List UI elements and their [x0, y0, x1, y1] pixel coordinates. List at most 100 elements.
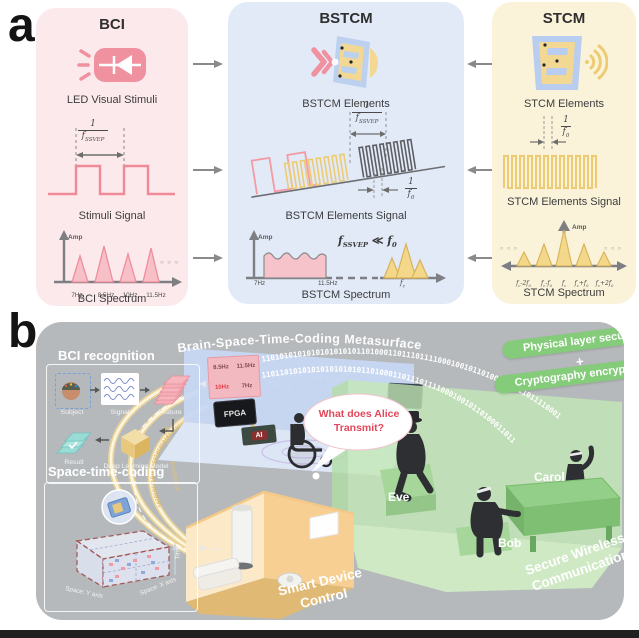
stimuli-screen: 8.5Hz 11.5Hz 10Hz 7Hz: [206, 354, 262, 400]
panel-a-letter: a: [8, 0, 35, 52]
bstcm-period-bottom-fraction: 1 f0: [396, 178, 426, 201]
stcm-signal-label: STCM Elements Signal: [507, 196, 621, 208]
arrow-right-icon: [90, 387, 100, 393]
freq-option: 8.5Hz: [213, 364, 229, 372]
sofa-icon: [192, 557, 243, 591]
bottom-border-bar: [0, 630, 639, 638]
eve-label: Eve: [388, 490, 410, 504]
axis-time-label: Time: [174, 545, 182, 560]
led-label: LED Visual Stimuli: [66, 94, 158, 106]
bstcm-amp-label: Amp: [258, 234, 273, 241]
flow-arrow-right: [193, 60, 223, 68]
metasurface-chip-icon: [101, 489, 137, 525]
space-time-coding-box: Space: Y axis Space: X axis Time: [44, 482, 198, 612]
bstcm-signal-label: BSTCM Elements Signal: [285, 210, 407, 222]
stimulus-arrow-icon: [311, 47, 327, 77]
deep-learning-model-icon: [121, 429, 149, 459]
feature-icon: [153, 375, 190, 405]
stcm-spectrum-label: STCM Spectrum: [523, 287, 605, 299]
flow-arrow-right: [193, 254, 223, 262]
diode-icon: [116, 55, 132, 75]
stcm-amp-label: Amp: [572, 224, 587, 231]
space-time-coding-title: Space-time-coding: [48, 464, 165, 479]
stcm-column: STCM STCM Elements 1: [492, 2, 636, 304]
stcm-elements-label: STCM Elements: [523, 98, 605, 110]
smart-room: [185, 490, 355, 619]
stcm-element-icon: [532, 36, 608, 90]
bci-spectrum-plot: [54, 230, 182, 287]
speech-bubble-text: What does Alice Transmit?: [318, 408, 400, 434]
stcm-spectrum-ticks: fc-2f0 fc-f0 fc fc+f0 fc+2f0: [516, 280, 614, 289]
bob-label: Bob: [498, 536, 522, 550]
eve-figure: [380, 411, 436, 516]
wheelchair-icon: [287, 413, 333, 469]
bci-period-fraction: 1 fSSVEP: [70, 120, 116, 143]
ellipsis-dots-icon: ○ ○ ○: [500, 246, 519, 252]
air-purifier-icon: [231, 507, 253, 567]
signal-card: [101, 373, 139, 405]
stcm-signal-plot: [503, 116, 597, 189]
bstcm-element-icon: [311, 36, 379, 88]
bci-spectrum-ticks: 7Hz 8.5Hz 10Hz 11.5Hz: [71, 292, 166, 299]
metasurface-arc-title: Brain-Space-Time-Coding Metasurface: [176, 332, 422, 356]
bstcm-spectrum-plot: [246, 230, 446, 283]
bstcm-tick-115hz: 11.5Hz: [318, 280, 338, 287]
table-icon: [505, 477, 622, 552]
ellipsis-dots-icon: ○ ○ ○: [604, 246, 623, 252]
freq-option: 7Hz: [241, 383, 253, 390]
ai-chip-label: AI: [251, 429, 267, 441]
fpga-chip: FPGA: [212, 398, 258, 428]
svg-text:Brain-Space-Time-Coding Metasu: Brain-Space-Time-Coding Metasurface: [176, 332, 422, 356]
stimuli-signal-label: Stimuli Signal: [78, 210, 146, 222]
stcm-period-fraction: 1 f0: [561, 115, 571, 139]
subject-icon: [62, 382, 80, 400]
freq-option: 11.5Hz: [236, 362, 256, 370]
stcm-spectrum-plot: [501, 220, 627, 271]
bci-recognition-box: Subject Signal: [46, 364, 200, 484]
carol-label: Carol: [534, 470, 565, 484]
ai-metasurface-board: AI: [241, 424, 277, 446]
result-label: Result: [64, 459, 84, 466]
speech-bubble: [303, 393, 413, 480]
bstcm-elements-label: BSTCM Elements: [302, 98, 390, 110]
bstcm-tick-7hz: 7Hz: [254, 280, 266, 287]
result-icon: [56, 432, 92, 454]
bstcm-title: BSTCM: [319, 10, 373, 27]
ellipsis-dots-icon: ○ ○ ○: [160, 260, 180, 266]
freq-option-active: 10Hz: [214, 384, 230, 392]
space-time-cube-icon: [75, 530, 178, 589]
arrow-right-icon: [140, 387, 150, 393]
led-icon: [77, 48, 146, 82]
bci-title: BCI: [99, 16, 125, 33]
signal-label: Signal: [110, 409, 130, 416]
bob-figure: [456, 486, 521, 558]
arrow-elbow-icon: [159, 419, 174, 434]
bstcm-spectrum-label: BSTCM Spectrum: [301, 289, 391, 301]
bstcm-period-top-fraction: 1 fSSVEP: [344, 102, 390, 125]
arrow-left-icon: [95, 437, 109, 443]
model-label: Deep Learning Model: [103, 463, 169, 470]
bci-recognition-title: BCI recognition: [58, 348, 155, 363]
eeg-signal-icon: [103, 378, 135, 400]
alice-label: Alice: [342, 418, 371, 432]
stimuli-signal-plot: [48, 128, 175, 196]
subject-frame: [55, 373, 91, 409]
bstcm-column: BSTCM BSTCM Elements 1 fSSVEP: [228, 2, 464, 304]
panel-b-scene: 010101010101010101010101010101010101 101…: [36, 322, 624, 620]
bci-amp-label: Amp: [68, 234, 83, 241]
bstcm-signal-plot: [250, 112, 446, 198]
beam-icon: [370, 48, 379, 78]
bci-spectrum-label: BCI Spectrum: [77, 293, 147, 305]
bci-column: BCI LED Visual Stimuli 1 fSSVEP Stimuli …: [36, 8, 188, 306]
flow-arrow-right: [193, 166, 223, 174]
wifi-icon: [585, 44, 608, 80]
scene-artwork: 010101010101010101010101010101010101 101…: [108, 347, 622, 619]
subject-label: Subject: [60, 409, 84, 416]
stcm-title: STCM: [542, 10, 586, 27]
bstcm-formula: fSSVEP ≪ f0: [338, 234, 397, 250]
wall-panel-icon: [309, 511, 339, 540]
panel-b-letter: b: [8, 305, 38, 358]
feature-label: Feature: [158, 409, 182, 416]
bstcm-tick-fc: fc: [400, 279, 406, 290]
